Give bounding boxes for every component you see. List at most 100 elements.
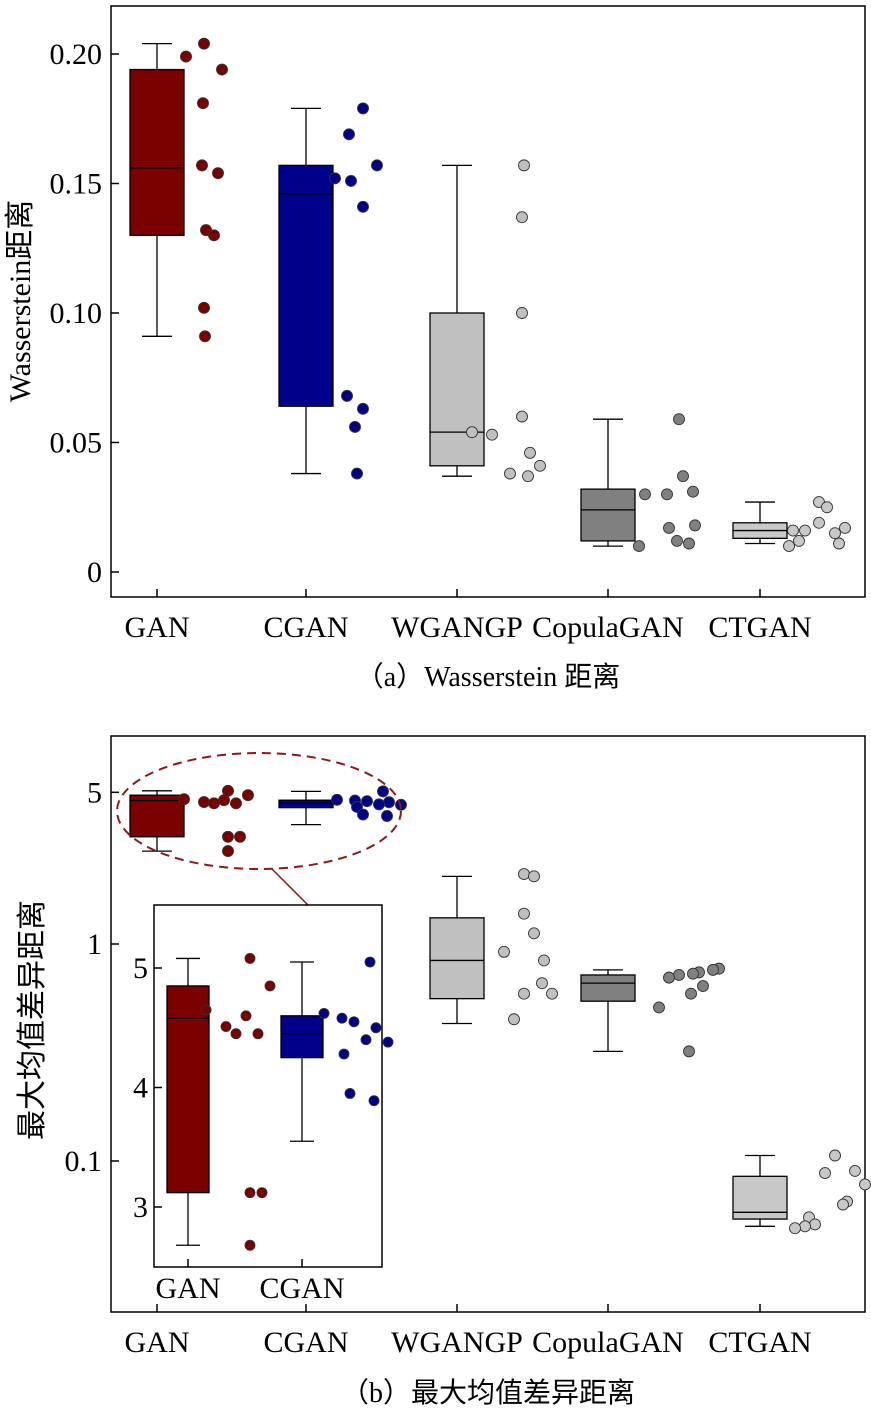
panel-b-point-wgangp bbox=[528, 927, 540, 940]
panel-a-point-ctgan bbox=[799, 524, 811, 537]
panel-b-point-copulagan bbox=[707, 963, 719, 976]
panel-a-point-cgan bbox=[343, 128, 355, 141]
panel-b-point-gan bbox=[222, 845, 234, 858]
panel-a-x-tick-label-wgangp: WGANGP bbox=[391, 611, 523, 644]
panel-a-point-cgan bbox=[345, 174, 357, 187]
panel-a-point-wgangp bbox=[516, 410, 528, 423]
panel-b-plot-frame bbox=[110, 735, 866, 1313]
panel-a-y-tick-label: 0.20 bbox=[50, 38, 103, 71]
panel-b-point-ctgan bbox=[849, 1164, 861, 1177]
inset-y-tick-label: 5 bbox=[133, 952, 148, 985]
panel-b-point-copulagan bbox=[687, 967, 699, 980]
panel-b-x-tick-label-cgan: CGAN bbox=[263, 1326, 348, 1359]
panel-a-y-tick-label: 0.15 bbox=[50, 168, 103, 201]
inset-point-gan bbox=[220, 1021, 232, 1033]
panel-b-point-gan bbox=[218, 794, 230, 807]
panel-b-y-tick-label: 5 bbox=[87, 776, 102, 809]
panel-a-point-wgangp bbox=[516, 211, 528, 224]
panel-b-point-gan bbox=[178, 793, 190, 806]
panel-a-point-gan bbox=[180, 50, 192, 63]
panel-a-y-axis: 0 0.05 0.10 0.15 0.20 bbox=[50, 38, 119, 589]
panel-a-point-wgangp bbox=[504, 467, 516, 480]
panel-b-point-wgangp bbox=[536, 977, 548, 990]
panel-a-point-cgan bbox=[371, 159, 383, 172]
panel-a-point-copulagan bbox=[689, 519, 701, 532]
panel-a-point-wgangp bbox=[524, 446, 536, 459]
panel-b-y-tick-label: 0.1 bbox=[65, 1145, 103, 1178]
panel-a-x-axis: GAN CGAN WGANGP CopulaGAN CTGAN bbox=[125, 589, 812, 644]
panel-b-x-tick-label-wgangp: WGANGP bbox=[391, 1326, 523, 1359]
panel-b-point-cgan bbox=[381, 810, 393, 822]
inset-y-tick-label: 4 bbox=[133, 1072, 148, 1105]
panel-a-point-wgangp bbox=[534, 459, 546, 472]
panel-b-point-copulagan bbox=[673, 969, 685, 981]
panel-b-point-gan bbox=[198, 796, 210, 808]
panel-a-y-tick-label: 0 bbox=[87, 556, 102, 589]
inset-point-cgan bbox=[368, 1095, 380, 1107]
panel-b-box-copulagan bbox=[580, 974, 636, 1002]
panel-a-x-tick-label-cgan: CGAN bbox=[263, 611, 348, 644]
panel-b-point-wgangp bbox=[498, 945, 510, 958]
panel-a-wasserstein: 0 0.05 0.10 0.15 0.20 GAN CGAN WGANGP CopulaGAN… bbox=[4, 5, 866, 693]
inset-point-cgan bbox=[360, 1034, 372, 1046]
panel-b-box-gan bbox=[129, 794, 185, 838]
panel-b-point-wgangp bbox=[546, 987, 558, 1000]
zoom-highlight-ellipse bbox=[116, 752, 402, 870]
panel-b-point-cgan bbox=[361, 795, 373, 808]
panel-b-y-tick-label: 1 bbox=[87, 928, 102, 961]
panel-a-point-wgangp bbox=[518, 159, 530, 172]
panel-a-caption: （a）Wasserstein 距离 bbox=[356, 661, 620, 693]
panel-a-point-cgan bbox=[329, 172, 341, 185]
panel-a-point-cgan bbox=[357, 402, 369, 415]
inset-point-cgan bbox=[338, 1048, 350, 1060]
inset-point-gan bbox=[200, 1004, 212, 1016]
panel-a-box-wgangp bbox=[429, 312, 485, 467]
inset-point-gan bbox=[252, 1028, 264, 1040]
panel-a-point-wgangp bbox=[486, 428, 498, 441]
panel-b-point-wgangp bbox=[538, 954, 550, 967]
inset-box-gan bbox=[166, 985, 210, 1194]
inset-y-tick-label: 3 bbox=[133, 1191, 148, 1224]
panel-b-x-tick-label-copulagan: CopulaGAN bbox=[532, 1326, 684, 1359]
inset-point-cgan bbox=[318, 1007, 330, 1019]
panel-b-point-ctgan bbox=[829, 1149, 841, 1162]
panel-b-point-wgangp bbox=[508, 1013, 520, 1026]
panel-a-point-ctgan bbox=[829, 527, 841, 540]
panel-b-point-ctgan bbox=[809, 1218, 821, 1231]
panel-b-point-copulagan bbox=[697, 980, 709, 993]
inset-point-gan bbox=[264, 980, 276, 992]
inset-x-axis: GAN CGAN bbox=[156, 1259, 345, 1305]
panel-a-point-gan bbox=[196, 159, 208, 172]
panel-b-point-ctgan bbox=[859, 1178, 871, 1191]
panel-a-point-cgan bbox=[341, 389, 353, 402]
panel-a-point-copulagan bbox=[683, 537, 695, 550]
panel-a-point-ctgan bbox=[813, 516, 825, 529]
inset-point-gan bbox=[244, 1187, 256, 1199]
inset-point-gan bbox=[230, 1028, 242, 1040]
inset-point-cgan bbox=[348, 1016, 360, 1028]
panel-a-y-tick-label: 0.05 bbox=[50, 427, 103, 460]
panel-a-point-copulagan bbox=[671, 534, 683, 547]
panel-b-mmd: 0.115 GAN CGAN WGANGP CopulaGAN CTGAN 345 GA… bbox=[16, 735, 871, 1409]
panel-a-point-gan bbox=[208, 229, 220, 242]
panel-a-point-copulagan bbox=[639, 488, 651, 501]
panel-b-point-gan bbox=[222, 830, 234, 843]
inset-point-cgan bbox=[370, 1022, 382, 1034]
panel-a-point-copulagan bbox=[687, 485, 699, 498]
panel-a-point-ctgan bbox=[839, 522, 851, 534]
panel-a-box-gan bbox=[129, 68, 185, 236]
panel-a-x-tick-label-gan: GAN bbox=[125, 611, 190, 644]
inset-x-tick-label-cgan: CGAN bbox=[259, 1272, 344, 1305]
panel-b-y-axis: 0.1 1 5 bbox=[65, 776, 119, 1178]
panel-a-point-gan bbox=[198, 301, 210, 314]
inset-point-cgan bbox=[336, 1012, 348, 1024]
panel-b-box-wgangp bbox=[429, 917, 485, 1000]
panel-b-point-wgangp bbox=[528, 870, 540, 883]
zoom-connector-line bbox=[271, 868, 309, 906]
panel-a-point-copulagan bbox=[633, 540, 645, 553]
panel-b-point-gan bbox=[242, 789, 254, 802]
panel-a-box-cgan bbox=[278, 164, 334, 407]
panel-b-point-copulagan bbox=[653, 1001, 665, 1014]
panel-a-point-wgangp bbox=[516, 307, 528, 319]
